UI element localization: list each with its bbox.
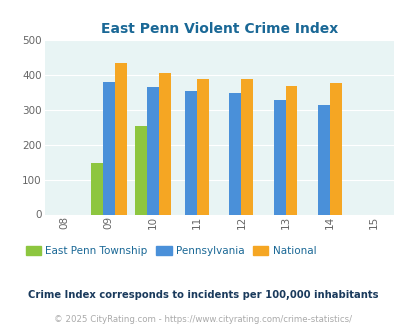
Bar xyxy=(317,105,329,214)
Text: © 2025 CityRating.com - https://www.cityrating.com/crime-statistics/: © 2025 CityRating.com - https://www.city… xyxy=(54,315,351,324)
Title: East Penn Violent Crime Index: East Penn Violent Crime Index xyxy=(100,22,337,36)
Bar xyxy=(115,63,126,214)
Bar xyxy=(285,86,297,214)
Bar xyxy=(135,126,147,214)
Bar xyxy=(273,100,285,214)
Bar xyxy=(158,73,171,215)
Bar xyxy=(197,79,209,214)
Bar xyxy=(229,93,241,214)
Bar xyxy=(329,83,341,214)
Bar xyxy=(185,91,197,214)
Bar xyxy=(102,82,115,214)
Text: Crime Index corresponds to incidents per 100,000 inhabitants: Crime Index corresponds to incidents per… xyxy=(28,290,377,300)
Bar xyxy=(91,163,102,214)
Bar xyxy=(147,87,158,214)
Bar xyxy=(241,79,253,214)
Legend: East Penn Township, Pennsylvania, National: East Penn Township, Pennsylvania, Nation… xyxy=(21,242,320,260)
